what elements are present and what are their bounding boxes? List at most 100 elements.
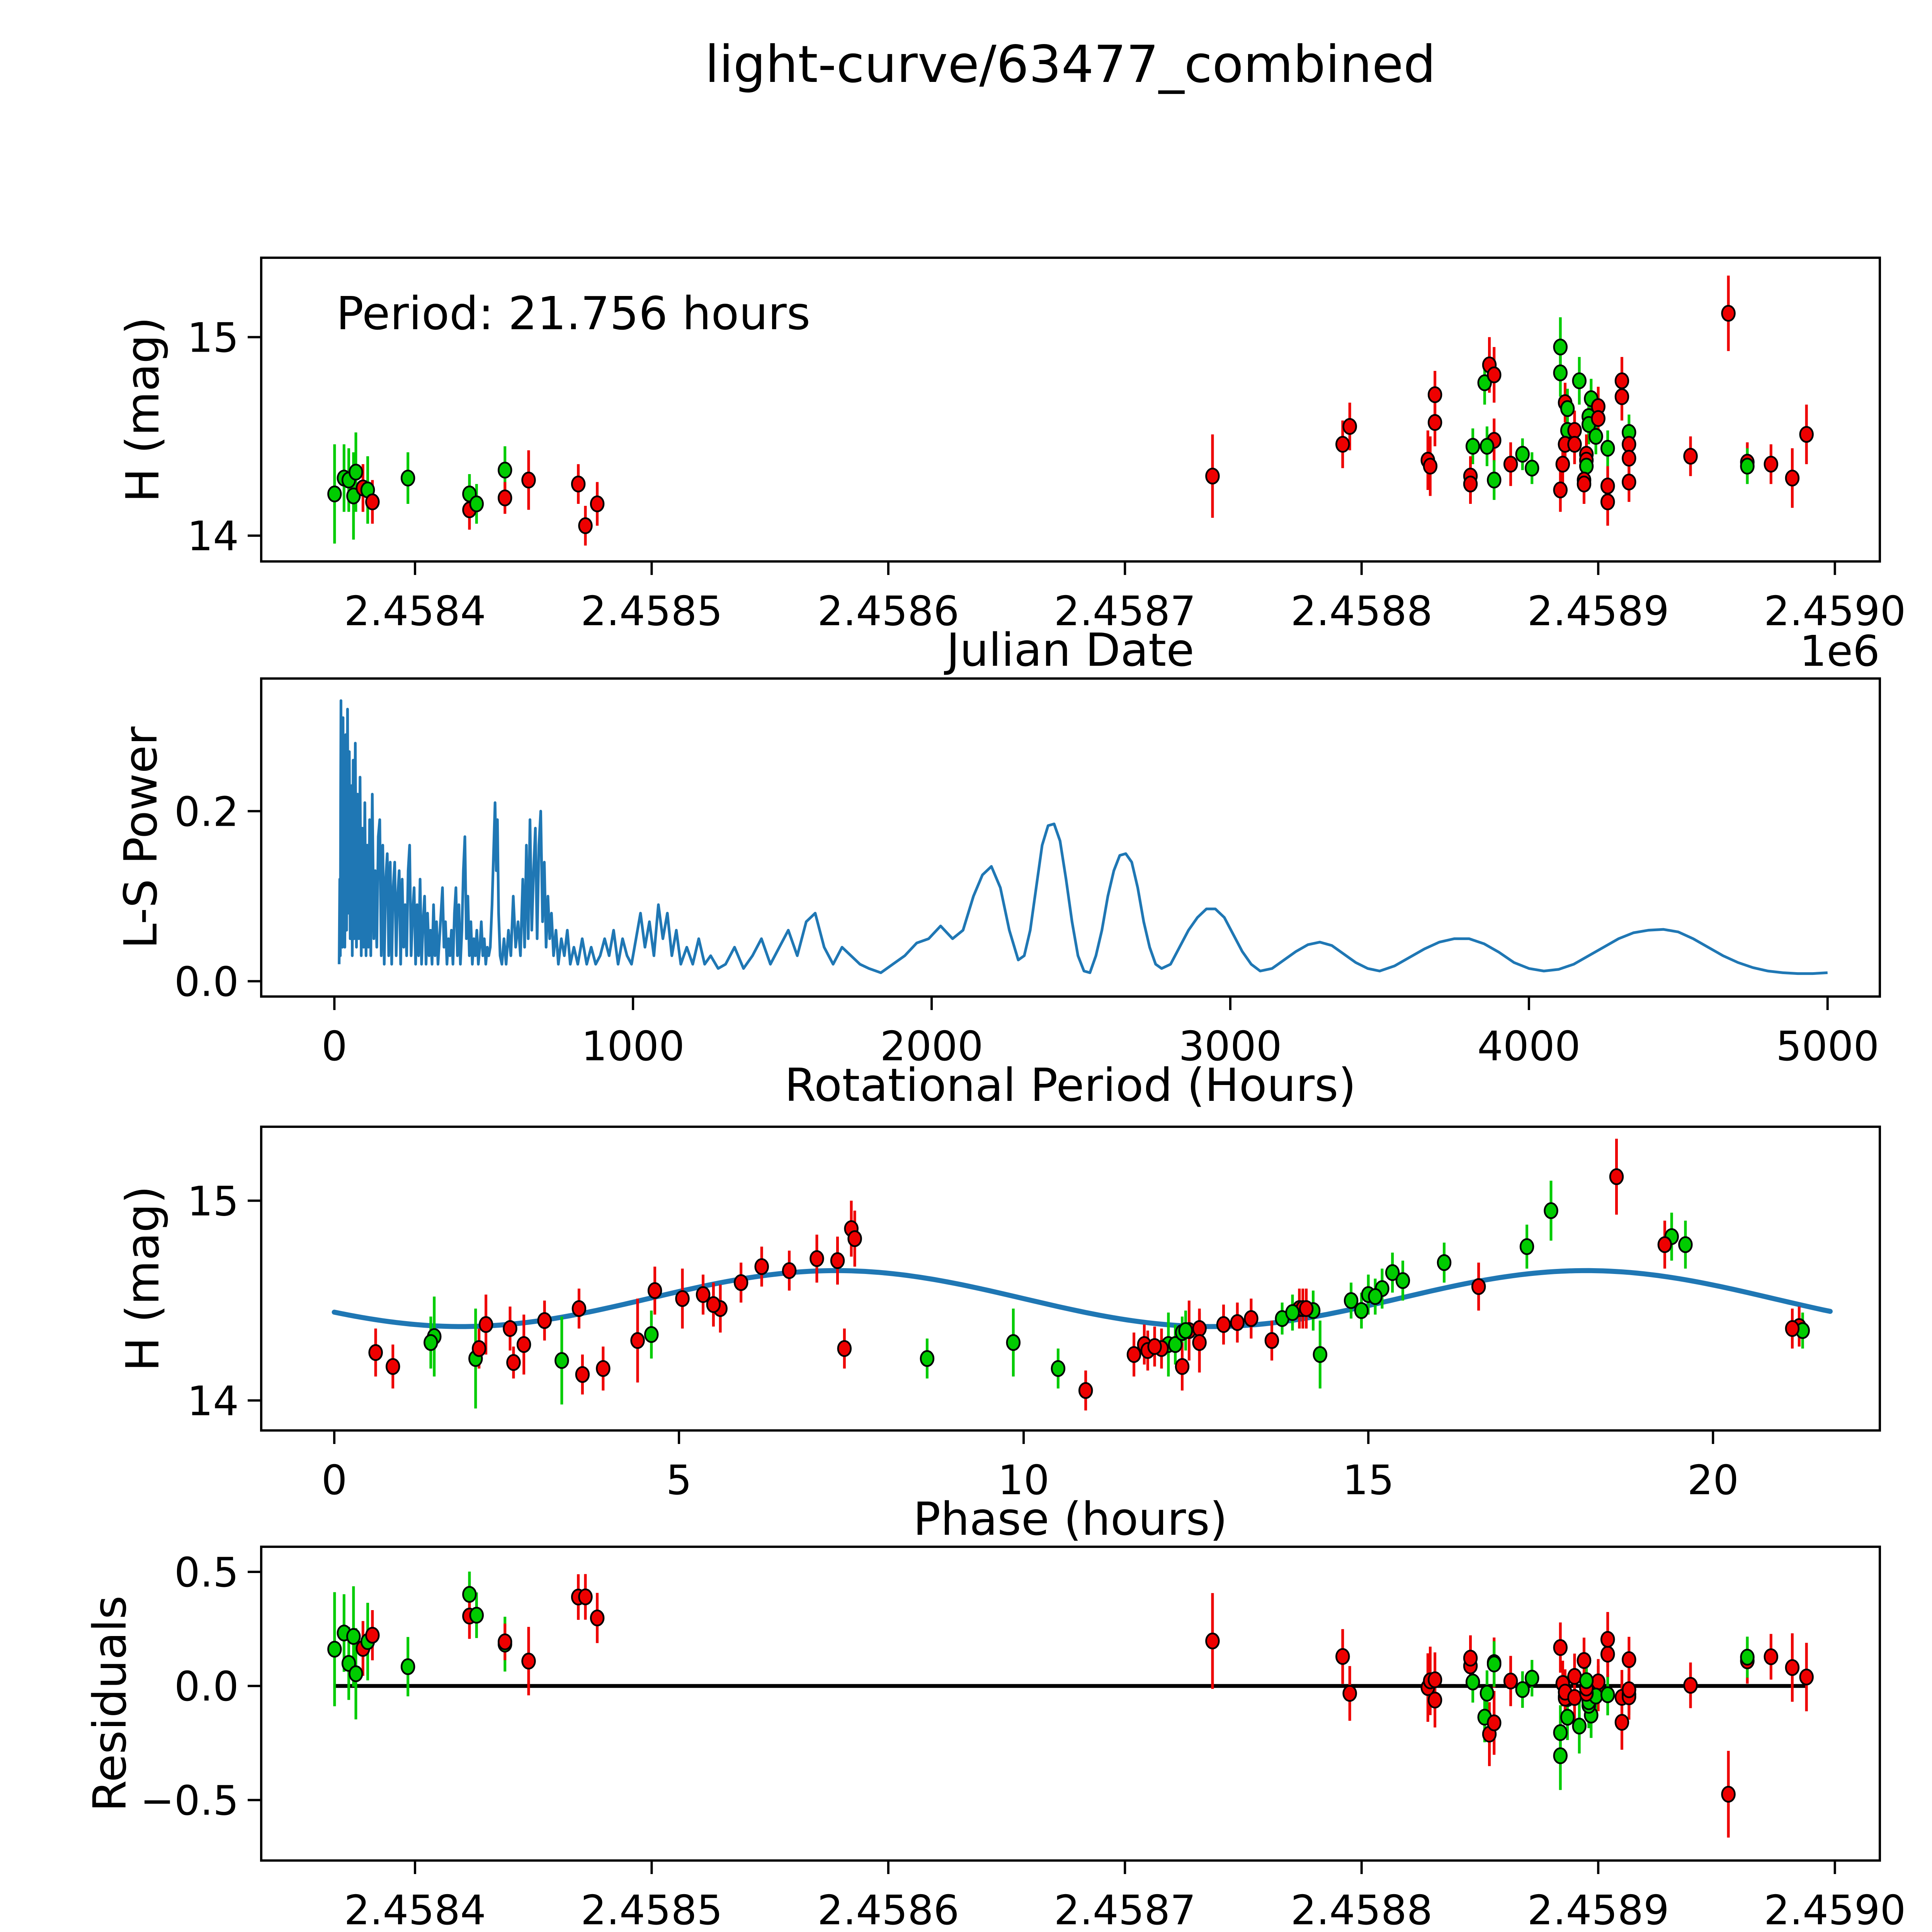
data-point-red [578, 517, 593, 534]
data-point-green [1515, 1681, 1530, 1698]
data-point-red [1335, 1648, 1350, 1665]
data-point-red [1591, 1673, 1605, 1690]
data-point-green [1544, 1202, 1558, 1219]
data-point-red [1567, 436, 1582, 453]
x-tick-label: 2.4586 [817, 1887, 959, 1932]
data-point-green [1486, 1655, 1502, 1673]
data-point-red [1600, 478, 1615, 495]
data-point-red [1486, 366, 1502, 383]
data-point-red [521, 471, 536, 489]
data-point-red [1764, 1648, 1779, 1665]
panel1-ylabel: H (mag) [116, 317, 169, 502]
data-point-red [503, 1320, 517, 1337]
data-point-red [837, 1340, 852, 1357]
data-point-red [630, 1332, 645, 1349]
data-point-red [733, 1274, 748, 1291]
data-point-red [1427, 386, 1442, 403]
data-point-red [1192, 1320, 1207, 1337]
y-tick-label: −0.5 [140, 1777, 239, 1825]
data-point-red [1577, 1652, 1592, 1669]
data-point-red [1423, 457, 1438, 475]
panel4-ylabel: Residuals [83, 1595, 136, 1812]
data-point-red [1721, 1786, 1736, 1803]
data-point-red [1205, 1633, 1220, 1650]
data-point-red [368, 1344, 383, 1361]
data-point-red [1799, 1668, 1814, 1685]
data-point-red [498, 489, 512, 507]
data-point-red [1342, 1685, 1357, 1702]
data-point-red [1577, 475, 1592, 493]
data-point-green [1572, 1718, 1587, 1735]
y-tick-label: 0.0 [174, 1663, 239, 1710]
x-tick-label: 2.4590 [1764, 588, 1906, 635]
data-point-red [1264, 1332, 1279, 1349]
data-point-red [1785, 1320, 1800, 1337]
panel2-ylabel: L-S Power [114, 726, 167, 949]
data-point-red [521, 1653, 536, 1670]
data-point-red [1175, 1358, 1190, 1375]
data-point-green [644, 1326, 659, 1343]
x-tick-label: 2.4588 [1291, 1887, 1432, 1932]
data-point-red [575, 1366, 590, 1383]
data-point-red [1614, 372, 1629, 389]
data-point-red [590, 495, 605, 512]
data-point-green [1579, 457, 1594, 475]
data-point-red [1463, 1650, 1478, 1667]
data-point-green [1740, 1648, 1755, 1666]
x-tick-label: 3000 [1179, 1023, 1282, 1070]
x-tick-label: 2.4587 [1054, 588, 1196, 635]
data-point-red [1614, 1714, 1629, 1731]
x-tick-label: 2.4584 [344, 1887, 486, 1932]
x-tick-label: 2.4589 [1527, 588, 1669, 635]
data-point-green [1553, 364, 1568, 381]
data-point-red [1609, 1168, 1624, 1185]
data-point-red [810, 1250, 824, 1267]
x-tick-label: 2.4585 [581, 588, 723, 635]
panel-residuals: 2.4584 2.4585 2.4586 2.4587 2.4588 2.4589 2.45… [83, 1546, 1906, 1932]
data-point-green [1344, 1292, 1359, 1309]
data-point-red [386, 1358, 400, 1375]
data-point-red [498, 1633, 512, 1650]
data-point-green [327, 1641, 342, 1658]
data-point-red [1553, 1639, 1568, 1656]
data-point-red [1486, 1714, 1502, 1731]
data-point-green [1437, 1254, 1452, 1271]
data-point-green [349, 464, 363, 481]
x-tick-label: 20 [1687, 1457, 1739, 1504]
data-point-green [1168, 1336, 1183, 1353]
plot-frame [260, 677, 1881, 998]
data-point-red [1503, 1672, 1518, 1690]
data-point-red [1335, 436, 1350, 453]
data-point-red [1600, 1646, 1615, 1663]
data-point-green [1519, 1238, 1534, 1255]
panel3-xlabel: Phase (hours) [913, 1492, 1228, 1546]
panel-phased-lightcurve: 0 5 10 15 20 14 15 Phase (hours) H (mag) [116, 1126, 1881, 1546]
data-point-red [516, 1336, 531, 1353]
x-tick-label: 5 [666, 1457, 692, 1504]
x-tick-label: 10 [998, 1457, 1049, 1504]
data-point-red [1657, 1236, 1672, 1253]
data-point-green [1588, 428, 1603, 445]
data-point-red [696, 1286, 711, 1303]
data-point-green [400, 469, 415, 486]
y-tick-label: 15 [187, 1178, 239, 1225]
data-point-green [1678, 1236, 1693, 1253]
data-point-red [1622, 1651, 1636, 1668]
y-tick-label: 0.0 [174, 958, 239, 1005]
x-tick-label: 2.4587 [1054, 1887, 1196, 1932]
data-point-green [462, 1586, 477, 1603]
data-point-red [365, 1627, 380, 1644]
data-point-green [1524, 459, 1539, 477]
data-point-green [498, 461, 512, 479]
data-point-green [1354, 1302, 1369, 1319]
data-point-red [1600, 1631, 1615, 1648]
data-point-green [1480, 438, 1495, 455]
x-tick-label: 4000 [1477, 1023, 1580, 1070]
data-point-red [1244, 1310, 1259, 1327]
panel2-xlabel: Rotational Period (Hours) [784, 1058, 1356, 1112]
data-point-red [571, 1300, 587, 1317]
data-point-red [1683, 447, 1698, 465]
data-point-red [1299, 1300, 1314, 1317]
data-point-red [506, 1354, 521, 1371]
